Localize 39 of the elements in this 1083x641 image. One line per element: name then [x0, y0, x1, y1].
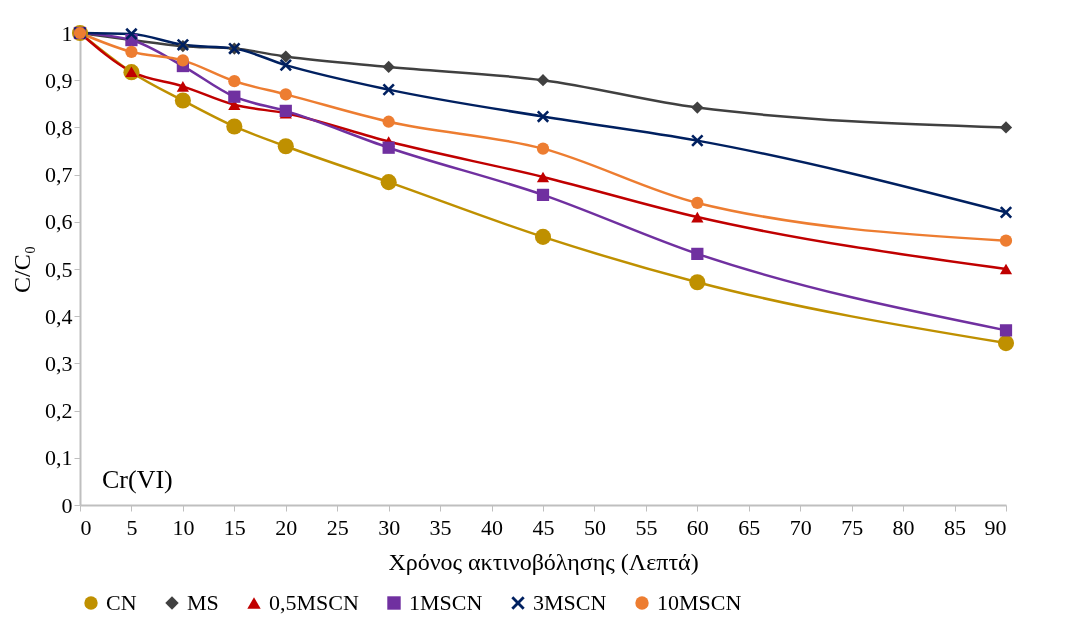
y-tick-label: 0,5 — [45, 256, 73, 282]
annotation: Cr(VI) — [102, 465, 173, 494]
x-tick-label: 55 — [635, 514, 658, 540]
x-tick-label: 70 — [789, 514, 812, 540]
x-tick-label: 90 — [984, 514, 1007, 540]
x-tick-label: 15 — [223, 514, 246, 540]
x-tick-label: 60 — [686, 514, 709, 540]
y-tick-label: 0,6 — [45, 209, 73, 235]
legend-label: 3MSCN — [533, 590, 607, 615]
x-tick-label: 10 — [172, 514, 195, 540]
y-tick-label: 0,3 — [45, 350, 73, 376]
y-tick-label: 0,9 — [45, 67, 73, 93]
legend-label: CN — [106, 590, 137, 615]
y-tick-label: 0 — [61, 492, 73, 518]
x-tick-label: 85 — [944, 514, 967, 540]
y-axis-title: C/C₀ — [9, 245, 35, 294]
legend-label: 10MSCN — [657, 590, 742, 615]
x-tick-label: 5 — [126, 514, 138, 540]
y-tick-label: 0,8 — [45, 114, 73, 140]
x-tick-label: 0 — [80, 514, 92, 540]
x-tick-label: 30 — [378, 514, 401, 540]
x-tick-label: 40 — [481, 514, 504, 540]
y-tick-label: 0,4 — [45, 303, 73, 329]
x-tick-label: 80 — [892, 514, 915, 540]
y-tick-label: 0,1 — [45, 445, 73, 471]
y-tick-label: 0,7 — [45, 162, 73, 188]
legend-label: 0,5MSCN — [269, 590, 359, 615]
x-axis-title: Χρόνος ακτινοβόλησης (Λεπτά) — [388, 548, 699, 575]
x-tick-label: 50 — [583, 514, 606, 540]
x-tick-label: 65 — [738, 514, 761, 540]
x-tick-label: 20 — [275, 514, 298, 540]
legend-label: 1MSCN — [409, 590, 483, 615]
x-tick-label: 35 — [429, 514, 452, 540]
y-tick-label: 1 — [61, 20, 73, 46]
x-tick-label: 75 — [841, 514, 864, 540]
x-tick-label: 25 — [326, 514, 349, 540]
y-tick-label: 0,2 — [45, 398, 73, 424]
x-tick-label: 45 — [532, 514, 555, 540]
legend-label: MS — [187, 590, 219, 615]
